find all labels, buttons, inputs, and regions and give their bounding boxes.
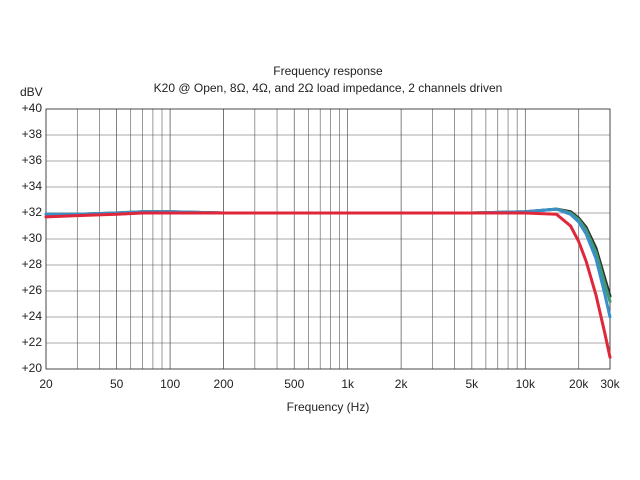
x-tick-label: 50 [110,377,124,391]
y-tick-label: +20 [22,361,43,375]
x-tick-label: 100 [160,377,180,391]
x-tick-label: 1k [341,377,355,391]
y-tick-label: +40 [22,101,43,115]
x-axis-label: Frequency (Hz) [287,400,370,414]
y-tick-label: +22 [22,335,43,349]
y-tick-label: +38 [22,127,43,141]
y-tick-label: +26 [22,283,43,297]
x-tick-label: 20k [569,377,589,391]
x-tick-label: 200 [214,377,234,391]
x-tick-label: 20 [39,377,53,391]
data-line [44,211,612,359]
x-tick-label: 2k [395,377,409,391]
y-tick-label: +30 [22,231,43,245]
y-tick-label: +34 [22,179,43,193]
x-tick-label: 500 [284,377,304,391]
x-tick-label: 30k [600,377,620,391]
plot-frame [45,108,611,370]
chart-title: Frequency response [273,64,383,78]
x-tick-label: 10k [516,377,536,391]
x-tick-label: 5k [465,377,479,391]
y-tick-label: +24 [22,309,43,323]
y-axis-label: dBV [20,85,43,99]
y-tick-label: +32 [22,205,43,219]
y-tick-label: +28 [22,257,43,271]
y-tick-label: +36 [22,153,43,167]
chart-subtitle: K20 @ Open, 8Ω, 4Ω, and 2Ω load impedanc… [154,81,503,95]
